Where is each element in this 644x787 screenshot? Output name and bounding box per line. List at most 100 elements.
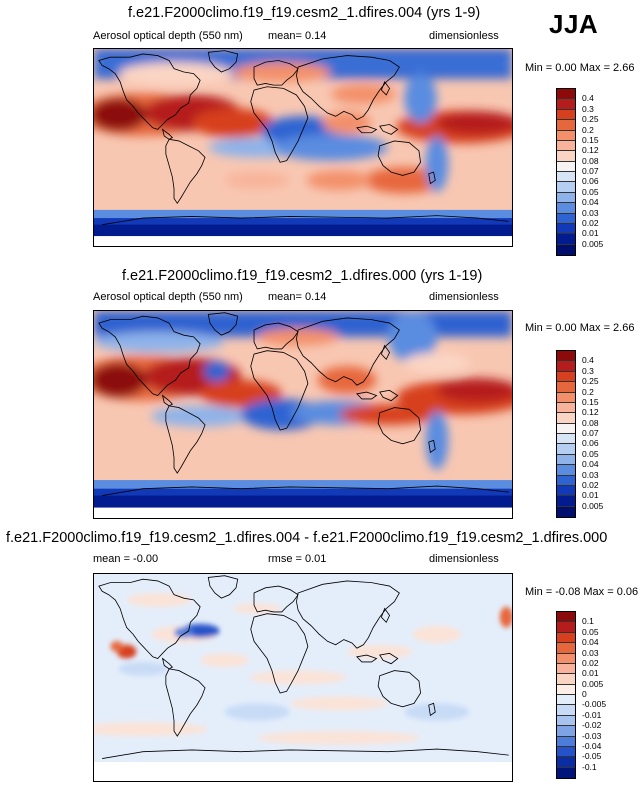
colorbar-label: 0.12 <box>582 407 599 418</box>
colorbar-swatch <box>557 465 575 476</box>
colorbar-label: -0.01 <box>582 709 602 720</box>
colorbar-swatch <box>557 89 575 100</box>
panel-2-variable: Aerosol optical depth (550 nm) <box>93 291 243 303</box>
colorbar-swatch <box>557 361 575 372</box>
colorbar-label: 0.08 <box>582 417 599 428</box>
season-label: JJA <box>549 9 599 39</box>
panel-2-map <box>93 310 513 519</box>
colorbar-swatch <box>557 622 575 633</box>
colorbar-swatch <box>557 244 575 255</box>
colorbar-label: 0.07 <box>582 166 599 176</box>
colorbar-swatch <box>557 423 575 434</box>
colorbar-label: -0.03 <box>582 730 602 741</box>
colorbar-swatch <box>557 485 575 497</box>
colorbar-label: 0.15 <box>582 396 599 407</box>
colorbar-swatch <box>557 109 575 121</box>
colorbar-label: 0.03 <box>582 469 599 480</box>
colorbar-label: 0.06 <box>582 438 599 449</box>
panel-2-title: f.e21.F2000climo.f19_f19.cesm2_1.dfires.… <box>122 268 483 284</box>
panel-2-colorbar <box>556 350 576 518</box>
panel-3-mean: mean = -0.00 <box>93 553 159 565</box>
panel-3-colorbar <box>556 611 576 779</box>
colorbar-label: 0.01 <box>582 490 599 501</box>
colorbar-label: 0.005 <box>582 238 604 249</box>
colorbar-label: 0.06 <box>582 176 599 187</box>
colorbar-label: 0 <box>582 689 587 699</box>
panel-1-minmax: Min = 0.00 Max = 2.66 <box>525 62 635 74</box>
colorbar-swatch <box>557 653 575 664</box>
colorbar-swatch <box>557 130 575 141</box>
panel-1-units: dimensionless <box>429 30 499 42</box>
colorbar-swatch <box>557 663 575 675</box>
colorbar-label: -0.005 <box>582 699 607 710</box>
colorbar-swatch <box>557 371 575 383</box>
colorbar-label: 0.12 <box>582 145 599 156</box>
colorbar-swatch <box>557 506 575 517</box>
colorbar-swatch <box>557 674 575 685</box>
colorbar-swatch <box>557 715 575 727</box>
colorbar-label: -0.04 <box>582 740 602 751</box>
panel-1-map <box>93 48 513 247</box>
colorbar-label: 0.1 <box>582 616 594 627</box>
colorbar-label: 0.05 <box>582 186 599 197</box>
colorbar-swatch <box>557 757 575 768</box>
colorbar-swatch <box>557 632 575 644</box>
colorbar-swatch <box>557 182 575 193</box>
panel-1-colorbar <box>556 88 576 256</box>
colorbar-label: 0.005 <box>582 500 604 511</box>
panel-3-map <box>93 573 513 782</box>
colorbar-label: 0.4 <box>582 355 594 366</box>
colorbar-label: 0.05 <box>582 626 599 637</box>
colorbar-label: 0.3 <box>582 103 594 114</box>
colorbar-swatch <box>557 392 575 403</box>
colorbar-label: 0.04 <box>582 637 599 648</box>
colorbar-swatch <box>557 402 575 414</box>
colorbar-label: 0.2 <box>582 124 594 135</box>
colorbar-swatch <box>557 612 575 623</box>
colorbar-swatch <box>557 413 575 424</box>
colorbar-label: 0.05 <box>582 448 599 459</box>
colorbar-swatch <box>557 203 575 214</box>
colorbar-swatch <box>557 695 575 706</box>
colorbar-swatch <box>557 746 575 758</box>
colorbar-swatch <box>557 454 575 466</box>
colorbar-swatch <box>557 726 575 737</box>
colorbar-swatch <box>557 151 575 162</box>
colorbar-swatch <box>557 475 575 486</box>
colorbar-label: -0.1 <box>582 761 597 772</box>
colorbar-label: 0.005 <box>582 678 604 689</box>
panel-3-minmax: Min = -0.08 Max = 0.06 <box>525 586 639 598</box>
colorbar-swatch <box>557 444 575 455</box>
colorbar-swatch <box>557 234 575 245</box>
colorbar-label: 0.2 <box>582 386 594 397</box>
colorbar-swatch <box>557 223 575 235</box>
colorbar-swatch <box>557 767 575 778</box>
colorbar-swatch <box>557 643 575 654</box>
colorbar-label: 0.07 <box>582 428 599 438</box>
colorbar-label: 0.4 <box>582 93 594 104</box>
colorbar-label: -0.05 <box>582 751 602 762</box>
colorbar-label: 0.04 <box>582 459 599 470</box>
colorbar-swatch <box>557 213 575 224</box>
colorbar-label: 0.3 <box>582 365 594 376</box>
panel-1-mean: mean= 0.14 <box>268 30 327 42</box>
colorbar-swatch <box>557 496 575 507</box>
colorbar-swatch <box>557 161 575 172</box>
colorbar-swatch <box>557 99 575 110</box>
colorbar-label: 0.01 <box>582 228 599 239</box>
colorbar-swatch <box>557 192 575 204</box>
colorbar-label: -0.02 <box>582 720 602 731</box>
colorbar-label: 0.15 <box>582 134 599 145</box>
colorbar-swatch <box>557 382 575 393</box>
colorbar-swatch <box>557 140 575 152</box>
colorbar-label: 0.03 <box>582 207 599 218</box>
colorbar-label: 0.02 <box>582 217 599 228</box>
panel-1-variable: Aerosol optical depth (550 nm) <box>93 30 243 42</box>
colorbar-swatch <box>557 351 575 362</box>
colorbar-label: 0.02 <box>582 479 599 490</box>
colorbar-swatch <box>557 705 575 716</box>
colorbar-label: 0.04 <box>582 197 599 208</box>
colorbar-swatch <box>557 434 575 445</box>
panel-2-minmax: Min = 0.00 Max = 2.66 <box>525 322 635 334</box>
colorbar-swatch <box>557 684 575 695</box>
